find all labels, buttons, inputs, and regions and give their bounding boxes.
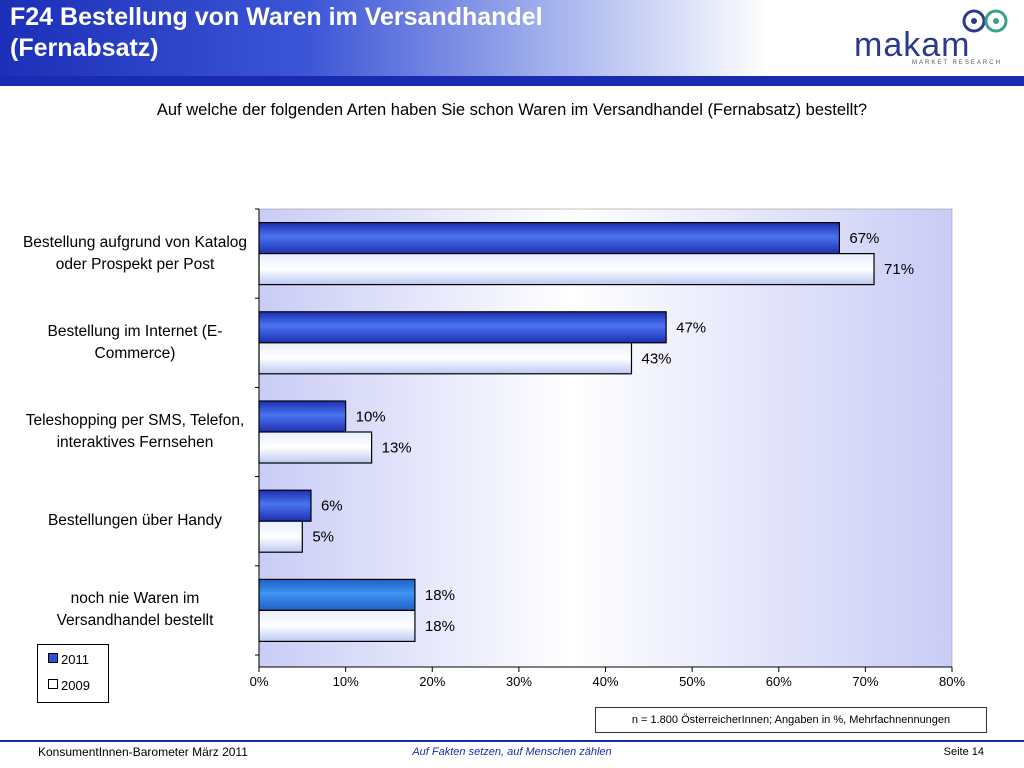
logo-wordmark: makam (854, 26, 971, 64)
bar-2009-0 (258, 253, 875, 286)
bar-2011-3 (258, 489, 312, 522)
bar-2011-1 (258, 311, 667, 344)
x-tick-label-4: 40% (592, 674, 618, 689)
footer-rule (0, 740, 1024, 742)
company-logo: makam MARKET RESEARCH (850, 6, 1020, 72)
data-label-2011-4: 18% (425, 587, 455, 604)
category-label-4: noch nie Waren im Versandhandel bestellt (56, 590, 214, 630)
footer-slogan: Auf Fakten setzen, auf Menschen zählen (412, 746, 612, 758)
title-line-2: (Fernabsatz) (10, 34, 159, 62)
legend-item-2011: 2011 (48, 651, 89, 669)
legend-label-2009: 2009 (61, 678, 90, 693)
data-label-2009-2: 13% (382, 440, 412, 457)
legend-item-2009: 2009 (48, 677, 90, 695)
bar-2011-2 (258, 400, 347, 433)
title-line-1: F24 Bestellung von Waren im Versandhande… (10, 3, 543, 31)
category-label-1: Bestellung im Internet (E-Commerce) (47, 322, 223, 362)
bar-2009-3 (258, 520, 303, 553)
x-tick-label-2: 20% (419, 674, 445, 689)
data-label-2009-3: 5% (312, 529, 334, 546)
category-label-2: Teleshopping per SMS, Telefon, interakti… (25, 412, 245, 451)
footer-page-number: Seite 14 (943, 746, 984, 758)
bar-2009-2 (258, 431, 373, 464)
bar-2009-4 (258, 609, 416, 643)
page-title: F24 Bestellung von Waren im Versandhande… (10, 2, 630, 64)
x-tick-label-0: 0% (250, 674, 269, 689)
x-tick-label-3: 30% (506, 674, 532, 689)
logo-graphic-icon (962, 9, 1008, 33)
footer-report-name: KonsumentInnen-Barometer März 2011 (38, 745, 248, 759)
header-banner (0, 0, 1024, 76)
x-tick-label-5: 50% (679, 674, 705, 689)
bar-2011-0 (258, 222, 840, 255)
category-label-0: Bestellung aufgrund von Katalog oder Pro… (22, 233, 248, 273)
bar-2011-4 (258, 578, 416, 612)
bar-chart: 67% 71% 47% 43% 10% 13% 6% 5% 18% 18% 0% 10% 20% 30%… (250, 208, 965, 689)
header-rule (0, 76, 1024, 86)
x-tick-label-1: 10% (333, 674, 359, 689)
data-label-2011-0: 67% (849, 230, 879, 247)
logo-subtitle: MARKET RESEARCH (912, 60, 1002, 66)
chart-legend: 2011 2009 (37, 644, 109, 703)
data-label-2009-0: 71% (884, 261, 914, 278)
legend-swatch-2009 (48, 679, 58, 689)
legend-label-2011: 2011 (61, 652, 89, 667)
data-label-2011-2: 10% (356, 409, 386, 426)
survey-question: Auf welche der folgenden Arten haben Sie… (156, 101, 868, 119)
data-label-2011-3: 6% (321, 498, 343, 515)
bar-2009-1 (258, 342, 633, 375)
x-tick-label-6: 60% (766, 674, 792, 689)
legend-swatch-2011 (48, 653, 58, 663)
x-tick-label-8: 80% (939, 674, 965, 689)
category-label-3: Bestellungen über Handy (47, 512, 223, 530)
sample-footnote: n = 1.800 ÖsterreicherInnen; Angaben in … (595, 707, 987, 733)
data-label-2009-1: 43% (641, 350, 671, 367)
data-label-2011-1: 47% (676, 319, 706, 336)
data-label-2009-4: 18% (425, 618, 455, 635)
x-tick-label-7: 70% (852, 674, 878, 689)
